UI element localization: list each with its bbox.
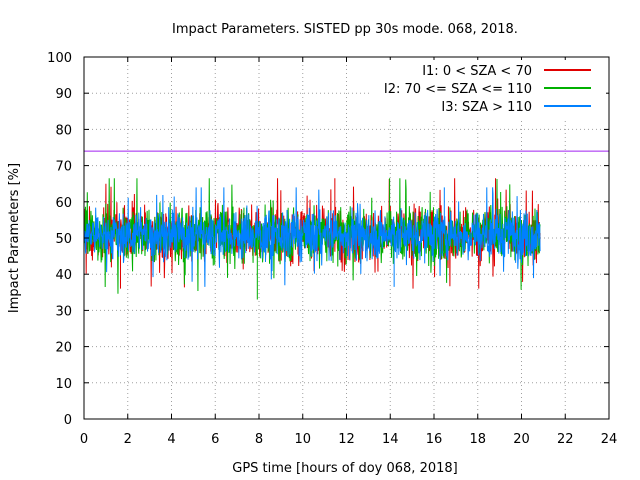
legend-label-i3: I3: SZA > 110 bbox=[441, 100, 532, 115]
x-tick-label: 16 bbox=[426, 432, 443, 447]
legend: I1: 0 < SZA < 70 I2: 70 <= SZA <= 110 I3… bbox=[372, 60, 606, 118]
x-axis: 0 2 4 6 8 10 12 14 16 18 20 22 24 bbox=[80, 57, 617, 447]
legend-label-i2: I2: 70 <= SZA <= 110 bbox=[384, 82, 532, 97]
y-tick-label: 70 bbox=[55, 160, 72, 175]
x-tick-label: 6 bbox=[211, 432, 219, 447]
y-tick-label: 50 bbox=[55, 232, 72, 247]
x-tick-label: 22 bbox=[557, 432, 574, 447]
x-tick-label: 20 bbox=[513, 432, 530, 447]
y-tick-label: 0 bbox=[64, 413, 72, 428]
x-tick-label: 10 bbox=[294, 432, 311, 447]
y-tick-label: 30 bbox=[55, 304, 72, 319]
y-tick-label: 90 bbox=[55, 87, 72, 102]
y-tick-label: 20 bbox=[55, 341, 72, 356]
y-tick-label: 80 bbox=[55, 123, 72, 138]
y-tick-label: 60 bbox=[55, 196, 72, 211]
series-layer bbox=[83, 178, 541, 300]
x-axis-label: GPS time [hours of doy 068, 2018] bbox=[232, 461, 457, 476]
y-axis-label: Impact Parameters [%] bbox=[7, 163, 22, 313]
x-tick-label: 24 bbox=[601, 432, 618, 447]
x-tick-label: 2 bbox=[124, 432, 132, 447]
x-tick-label: 4 bbox=[167, 432, 175, 447]
y-tick-label: 40 bbox=[55, 268, 72, 283]
x-tick-label: 18 bbox=[469, 432, 486, 447]
y-axis: 0 10 20 30 40 50 60 70 80 90 100 bbox=[47, 51, 609, 428]
x-tick-label: 14 bbox=[382, 432, 399, 447]
x-tick-label: 0 bbox=[80, 432, 88, 447]
legend-label-i1: I1: 0 < SZA < 70 bbox=[422, 64, 532, 79]
chart-title: Impact Parameters. SISTED pp 30s mode. 0… bbox=[172, 22, 518, 37]
x-tick-label: 8 bbox=[255, 432, 263, 447]
x-tick-label: 12 bbox=[338, 432, 355, 447]
y-tick-label: 10 bbox=[55, 377, 72, 392]
y-tick-label: 100 bbox=[47, 51, 72, 66]
series-line-i3 bbox=[83, 187, 541, 287]
